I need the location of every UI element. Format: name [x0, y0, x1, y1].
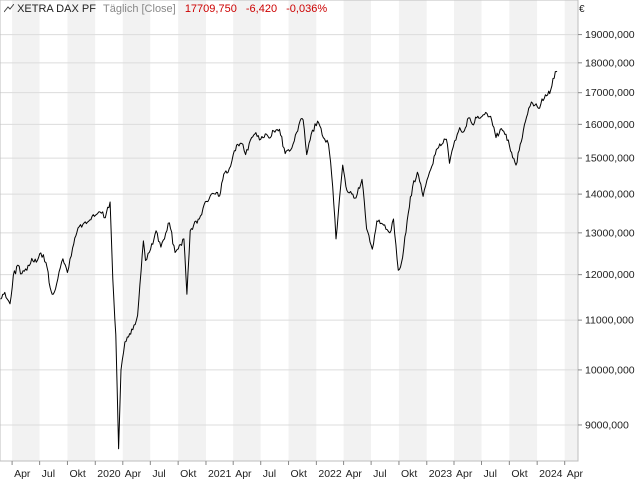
instrument-name: XETRA DAX PF [17, 3, 96, 15]
quarter-band [205, 0, 234, 461]
x-tick-label: Okt [401, 468, 417, 480]
quarter-band [288, 0, 317, 461]
y-tick-label: 14000,000 [585, 189, 635, 201]
quarter-band [0, 0, 13, 461]
x-tick-label: Jul [484, 468, 497, 480]
x-tick-label: 2020 [97, 468, 121, 480]
x-tick-label: Okt [180, 468, 196, 480]
quarter-band [178, 0, 206, 461]
quarter-band [564, 0, 578, 461]
x-tick-label: Okt [291, 468, 307, 480]
y-tick-label: 17000,000 [585, 87, 635, 99]
quarter-band [398, 0, 427, 461]
y-tick-label: 9000,000 [585, 419, 629, 431]
x-tick-label: Apr [235, 468, 252, 480]
x-tick-label: Jul [42, 468, 55, 480]
chart-mode: Täglich [Close] [102, 3, 176, 15]
x-tick-label: Jul [373, 468, 386, 480]
x-tick-label: Apr [14, 468, 31, 480]
x-tick-label: 2023 [429, 468, 453, 480]
y-tick-label: 15000,000 [585, 153, 635, 165]
x-tick-label: 2021 [208, 468, 232, 480]
quarter-band [509, 0, 538, 461]
x-tick-label: Apr [456, 468, 473, 480]
price-change: -6,420 [245, 3, 278, 15]
quarter-band [260, 0, 289, 461]
quarter-band [12, 0, 40, 461]
x-tick-label: Apr [125, 468, 142, 480]
y-tick-label: 12000,000 [585, 269, 635, 281]
quarter-band [316, 0, 344, 461]
x-tick-label: Jul [263, 468, 276, 480]
x-tick-label: Okt [511, 468, 527, 480]
chart-background-bands [0, 0, 578, 461]
quarter-band [67, 0, 96, 461]
currency-symbol: € [579, 4, 585, 15]
last-price: 17709,750 [184, 3, 237, 15]
x-tick-label: 2022 [318, 468, 342, 480]
y-tick-label: 10000,000 [585, 364, 635, 376]
quarter-band [95, 0, 123, 461]
y-tick-label: 16000,000 [585, 119, 635, 131]
x-tick-label: Apr [567, 468, 584, 480]
quarter-band [122, 0, 151, 461]
quarter-band [481, 0, 510, 461]
chart-gridlines [0, 34, 578, 426]
price-change-percent: -0,036% [286, 3, 328, 15]
dax-price-line [0, 70, 558, 450]
quarter-band [150, 0, 179, 461]
quarter-band [39, 0, 68, 461]
y-tick-label: 18000,000 [585, 57, 635, 69]
quarter-band [343, 0, 372, 461]
y-tick-label: 11000,000 [585, 315, 634, 327]
x-tick-label: Okt [69, 468, 85, 480]
x-tick-label: 2024 [539, 468, 563, 480]
y-axis-tick-labels: 9000,000 10000,000 11000,000 12000,000 13000… [578, 29, 635, 431]
quarter-band [453, 0, 482, 461]
x-tick-label: Jul [152, 468, 165, 480]
chart-header: XETRA DAX PF Täglich [Close] 17709,750 -… [4, 3, 327, 15]
quarter-band [537, 0, 565, 461]
y-tick-label: 19000,000 [585, 29, 635, 41]
quarter-band [233, 0, 261, 461]
x-tick-label: Apr [346, 468, 363, 480]
y-tick-label: 13000,000 [585, 227, 635, 239]
quarter-band [426, 0, 454, 461]
x-axis-tick-labels: Apr Jul Okt 2020 Apr Jul Okt 2021 Apr Jul Okt 2022 A… [11, 461, 584, 480]
line-chart-icon [4, 4, 14, 13]
